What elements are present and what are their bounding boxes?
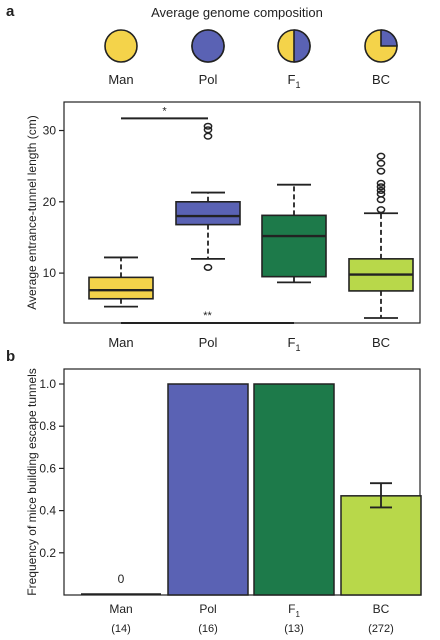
x-tick-label: F1 [288, 335, 301, 353]
significance-label: ** [203, 310, 212, 322]
genome-label: Pol [199, 72, 218, 87]
y-tick-label: 10 [43, 266, 57, 280]
outlier-point [376, 206, 386, 214]
y-tick-label: 0.4 [39, 504, 56, 518]
x-tick-label: BC [372, 335, 390, 350]
outlier-point [203, 132, 213, 140]
x-tick-label: Man [109, 602, 132, 616]
y-tick-label: 1.0 [39, 377, 56, 391]
outlier-point [376, 196, 386, 204]
genome-icon-man [104, 29, 138, 63]
y-axis-label: Frequency of mice building escape tunnel… [25, 368, 39, 595]
x-tick-label: BC [373, 602, 390, 616]
y-tick-label: 20 [43, 195, 57, 209]
value-label: 0 [118, 572, 125, 586]
sample-size-label: (272) [368, 623, 394, 635]
genome-pol-fill [191, 29, 225, 63]
genome-label: BC [372, 72, 390, 87]
genome-icons: Man Pol F1 BC [104, 29, 398, 90]
outlier-point [376, 186, 386, 194]
box [261, 214, 327, 278]
genome-title: Average genome composition [151, 5, 323, 20]
panel-label-a: a [6, 3, 15, 20]
box [175, 201, 241, 226]
outlier-point [203, 263, 213, 271]
x-tick-label: F1 [288, 602, 300, 619]
x-tick-label: Pol [199, 602, 216, 616]
significance-label: * [162, 105, 167, 117]
sample-size-label: (13) [284, 623, 304, 635]
genome-label: F1 [288, 72, 301, 90]
y-tick-label: 0.6 [39, 461, 56, 475]
panel-a-boxplot: 10 20 30 Average entrance-tunnel length (cm… [25, 101, 421, 353]
outlier-point [376, 159, 386, 167]
outlier-point [376, 152, 386, 160]
outlier-point [203, 122, 213, 130]
y-tick-label: 0.8 [39, 419, 56, 433]
x-tick-label: Pol [199, 335, 218, 350]
outlier-point [376, 183, 386, 191]
genome-pol-wedge [293, 29, 311, 63]
bar [253, 383, 335, 596]
y-tick-label: 0.2 [39, 546, 56, 560]
outlier-point [376, 179, 386, 187]
outlier-point [203, 126, 213, 134]
box [88, 276, 154, 300]
outlier-point [376, 167, 386, 175]
genome-pol-wedge [380, 29, 398, 47]
y-axis-label: Average entrance-tunnel length (cm) [25, 115, 39, 310]
panel-label-b: b [6, 348, 15, 365]
bar [167, 383, 249, 596]
bar [340, 495, 422, 596]
x-tick-label: Man [108, 335, 133, 350]
y-tick-label: 30 [43, 124, 57, 138]
outlier-point [376, 190, 386, 198]
genome-label: Man [108, 72, 133, 87]
sample-size-label: (14) [111, 623, 131, 635]
sample-size-label: (16) [198, 623, 218, 635]
